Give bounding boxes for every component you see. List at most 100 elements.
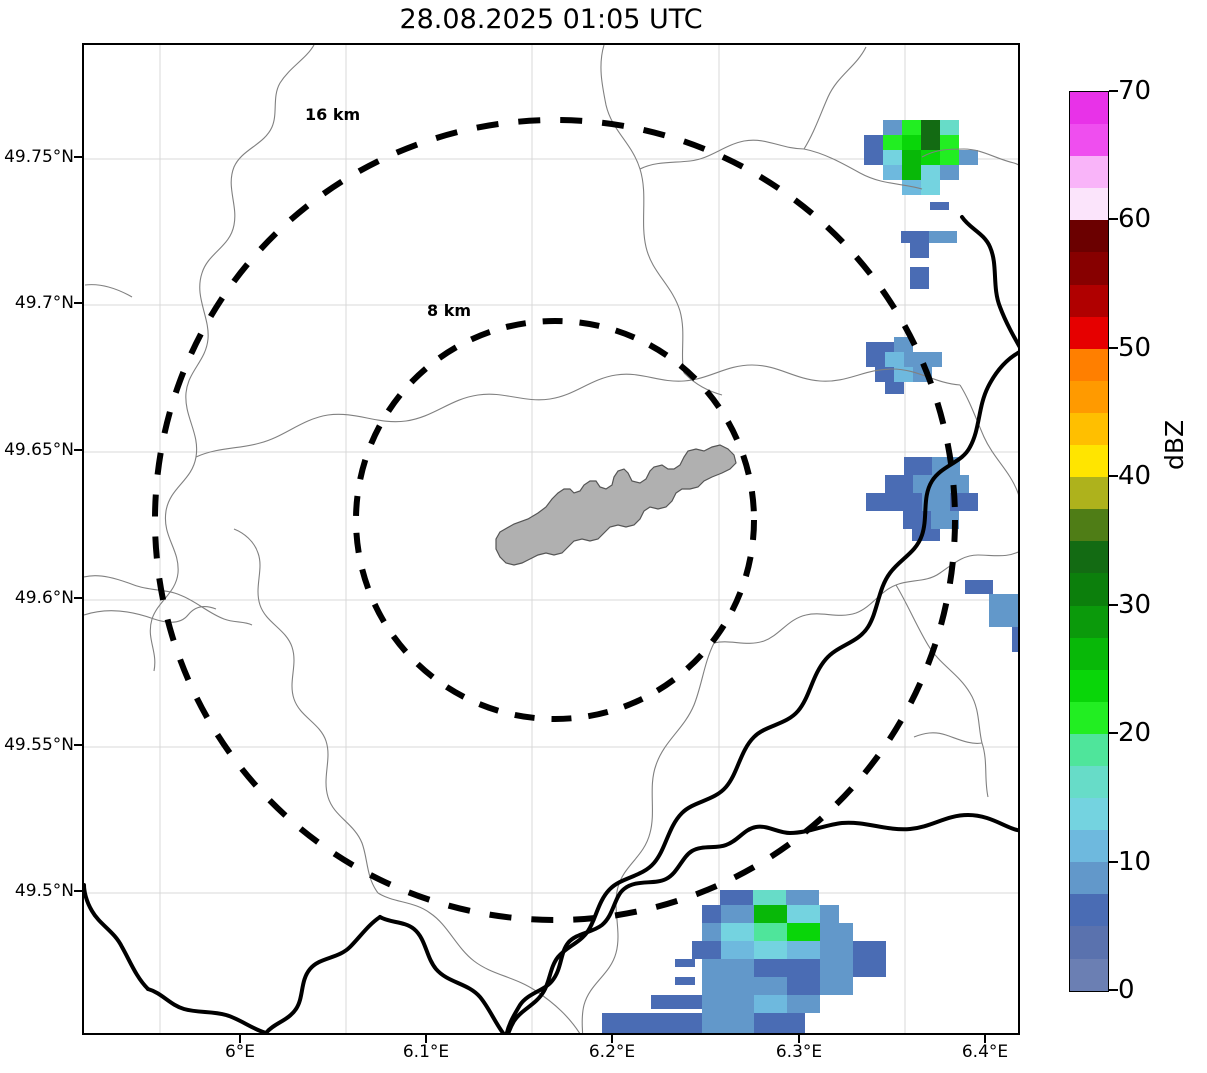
range-rings <box>152 117 958 923</box>
radar-cell <box>930 202 949 210</box>
radar-cell <box>754 995 787 1013</box>
radar-cell <box>883 135 902 150</box>
colorbar-tick-label-7: 0 <box>1118 975 1135 1005</box>
colorbar-band-27 <box>1070 958 1108 991</box>
radar-cell <box>929 231 957 243</box>
lat-tick-mark-2 <box>74 449 82 451</box>
radar-cell <box>883 150 902 165</box>
lat-tick-label-0: 49.75°N <box>4 147 74 167</box>
colorbar-band-6 <box>1070 284 1108 317</box>
range-ring-8km <box>353 318 757 722</box>
colorbar-tick-label-0: 70 <box>1118 76 1152 106</box>
radar-cell <box>923 352 942 367</box>
colorbar[interactable] <box>1069 91 1109 992</box>
colorbar-tick-mark-3 <box>1109 475 1118 478</box>
radar-cell <box>921 135 940 150</box>
admin-borders <box>84 45 1018 1033</box>
colorbar-band-20 <box>1070 733 1108 766</box>
radar-cell <box>786 890 819 905</box>
colorbar-band-26 <box>1070 926 1108 959</box>
radar-cell <box>787 959 820 977</box>
radar-cell <box>866 352 885 367</box>
radar-cell <box>901 231 929 243</box>
radar-cell <box>902 135 921 150</box>
radar-cell <box>885 382 904 394</box>
colorbar-band-4 <box>1070 220 1108 253</box>
radar-cell <box>902 120 921 135</box>
radar-cell <box>965 580 993 594</box>
lon-tick-mark-0 <box>239 1035 241 1043</box>
radar-cell <box>754 905 787 923</box>
radar-cell <box>902 150 921 165</box>
radar-cell <box>989 594 1018 627</box>
radar-cell <box>866 493 894 511</box>
radar-cell <box>692 941 721 959</box>
radar-cell <box>651 995 684 1009</box>
lat-tick-mark-5 <box>74 890 82 892</box>
lon-tick-mark-1 <box>425 1035 427 1043</box>
colorbar-band-11 <box>1070 445 1108 478</box>
colorbar-tick-mark-5 <box>1109 732 1118 735</box>
radar-cell <box>702 923 721 941</box>
radar-map-svg <box>84 45 1018 1033</box>
colorbar-band-2 <box>1070 156 1108 189</box>
colorbar-tick-label-3: 40 <box>1118 461 1152 492</box>
radar-cell <box>910 243 929 258</box>
radar-cell <box>754 923 787 941</box>
radar-cell <box>702 959 721 977</box>
lat-tick-mark-1 <box>74 302 82 304</box>
colorbar-title: dBZ <box>1160 419 1189 470</box>
radar-cell <box>702 995 721 1013</box>
map-gridlines <box>84 45 1018 1033</box>
radar-cell <box>787 1013 805 1033</box>
lon-tick-label-2: 6.2°E <box>588 1042 636 1062</box>
radar-cell <box>820 959 853 977</box>
range-ring-16km <box>152 117 958 923</box>
colorbar-tick-mark-2 <box>1109 346 1118 349</box>
radar-cell <box>675 959 695 967</box>
radar-cell <box>904 457 932 475</box>
radar-cell <box>721 977 754 995</box>
radar-cell <box>894 337 913 352</box>
colorbar-band-0 <box>1070 92 1108 125</box>
radar-cell <box>787 977 820 995</box>
lat-tick-label-3: 49.6°N <box>14 588 74 608</box>
lat-tick-mark-3 <box>74 597 82 599</box>
radar-cell <box>910 267 929 289</box>
radar-cell <box>904 352 923 367</box>
colorbar-tick-label-2: 50 <box>1118 332 1152 363</box>
colorbar-band-22 <box>1070 798 1108 831</box>
lon-tick-label-3: 6.3°E <box>775 1042 823 1062</box>
radar-cell <box>959 150 978 165</box>
radar-cell <box>853 941 886 959</box>
colorbar-band-1 <box>1070 124 1108 157</box>
lat-tick-label-5: 49.5°N <box>14 881 74 901</box>
lat-tick-mark-4 <box>74 744 82 746</box>
radar-cell <box>602 1013 702 1033</box>
radar-map-plot[interactable]: 16 km 8 km <box>82 43 1020 1035</box>
lat-tick-mark-0 <box>74 156 82 158</box>
radar-cell <box>721 905 754 923</box>
radar-cell <box>921 150 940 165</box>
radar-cell <box>720 890 753 905</box>
radar-cell <box>875 367 894 382</box>
radar-cell <box>787 941 820 959</box>
radar-cell <box>721 959 754 977</box>
colorbar-band-13 <box>1070 509 1108 542</box>
radar-cell <box>754 1013 787 1033</box>
colorbar-band-18 <box>1070 669 1108 702</box>
colorbar-tick-mark-4 <box>1109 603 1118 606</box>
lon-tick-mark-4 <box>984 1035 986 1043</box>
colorbar-band-7 <box>1070 316 1108 349</box>
radar-cell <box>922 493 950 511</box>
radar-cell <box>754 959 787 977</box>
radar-cell <box>902 165 921 180</box>
radar-cell <box>885 352 904 367</box>
radar-cell <box>912 529 940 541</box>
radar-cell <box>883 120 902 135</box>
colorbar-band-9 <box>1070 380 1108 413</box>
radar-cell <box>702 1013 754 1033</box>
range-ring-16km-label: 16 km <box>305 105 361 124</box>
colorbar-tick-label-6: 10 <box>1118 846 1152 877</box>
radar-cell <box>921 180 940 195</box>
